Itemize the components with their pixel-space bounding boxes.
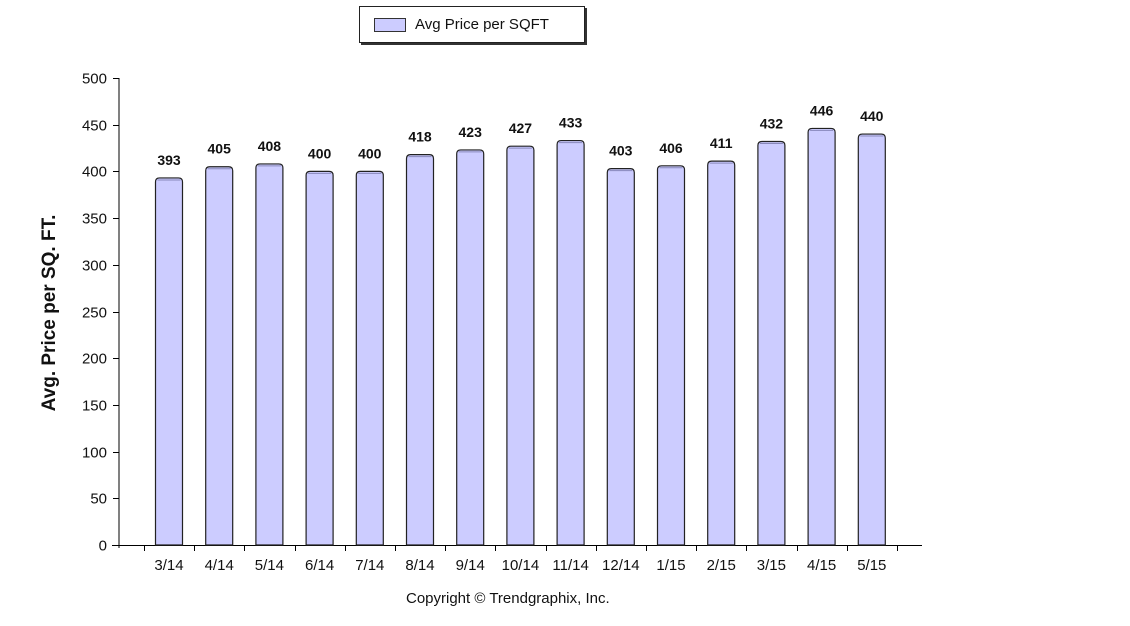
bar bbox=[556, 139, 585, 546]
y-tick-label: 100 bbox=[82, 445, 107, 462]
data-label: 405 bbox=[208, 141, 232, 157]
legend: Avg Price per SQFT bbox=[359, 6, 585, 43]
x-tick-label: 2/15 bbox=[707, 557, 736, 574]
bar bbox=[154, 177, 184, 546]
y-axis-title: Avg. Price per SQ. FT. bbox=[39, 215, 60, 412]
y-tick-label: 50 bbox=[90, 491, 107, 508]
data-label: 403 bbox=[609, 143, 633, 159]
y-tick-label: 0 bbox=[99, 538, 107, 555]
legend-swatch bbox=[374, 18, 406, 32]
bar bbox=[606, 167, 635, 546]
data-label: 411 bbox=[710, 135, 733, 151]
bar bbox=[255, 163, 284, 546]
x-tick-label: 3/15 bbox=[757, 557, 786, 574]
data-label: 427 bbox=[509, 120, 533, 136]
x-tick-label: 1/15 bbox=[656, 557, 685, 574]
x-tick-label: 4/14 bbox=[205, 557, 234, 574]
bar bbox=[857, 133, 886, 546]
data-label: 433 bbox=[559, 115, 583, 131]
x-tick-label: 9/14 bbox=[456, 557, 485, 574]
bar bbox=[807, 127, 836, 546]
data-label: 440 bbox=[860, 108, 884, 124]
x-tick-label: 5/14 bbox=[255, 557, 284, 574]
y-tick-label: 500 bbox=[82, 71, 107, 88]
x-tick-label: 11/14 bbox=[552, 557, 588, 574]
data-label: 423 bbox=[459, 124, 483, 140]
x-tick-label: 3/14 bbox=[154, 557, 183, 574]
x-tick-label: 8/14 bbox=[405, 557, 434, 574]
data-label: 408 bbox=[258, 138, 282, 154]
y-tick-label: 250 bbox=[82, 305, 107, 322]
bar bbox=[757, 140, 786, 546]
data-label: 393 bbox=[157, 152, 181, 168]
x-tick-label: 12/14 bbox=[602, 557, 640, 574]
bar bbox=[205, 166, 234, 546]
y-tick-label: 400 bbox=[82, 164, 107, 181]
y-tick-label: 450 bbox=[82, 118, 107, 135]
y-tick-label: 350 bbox=[82, 211, 107, 228]
x-tick-label: 10/14 bbox=[502, 557, 540, 574]
y-tick-label: 300 bbox=[82, 258, 107, 275]
legend-label: Avg Price per SQFT bbox=[415, 16, 549, 33]
bar bbox=[506, 145, 535, 546]
bar bbox=[656, 165, 686, 546]
data-label: 446 bbox=[810, 102, 834, 118]
bar bbox=[707, 160, 736, 546]
x-tick-label: 6/14 bbox=[305, 557, 334, 574]
copyright-text: Copyright © Trendgraphix, Inc. bbox=[406, 590, 610, 607]
data-label: 400 bbox=[358, 145, 382, 161]
bar bbox=[405, 153, 435, 546]
data-label: 400 bbox=[308, 145, 332, 161]
bar bbox=[456, 149, 485, 546]
data-label: 432 bbox=[760, 116, 784, 132]
y-tick-label: 150 bbox=[82, 398, 107, 415]
y-tick-label: 200 bbox=[82, 351, 107, 368]
x-tick-label: 4/15 bbox=[807, 557, 836, 574]
bar bbox=[305, 170, 334, 546]
x-tick-label: 5/15 bbox=[857, 557, 886, 574]
bar bbox=[355, 170, 384, 546]
data-label: 406 bbox=[659, 140, 683, 156]
x-tick-label: 7/14 bbox=[355, 557, 384, 574]
data-label: 418 bbox=[408, 129, 432, 145]
